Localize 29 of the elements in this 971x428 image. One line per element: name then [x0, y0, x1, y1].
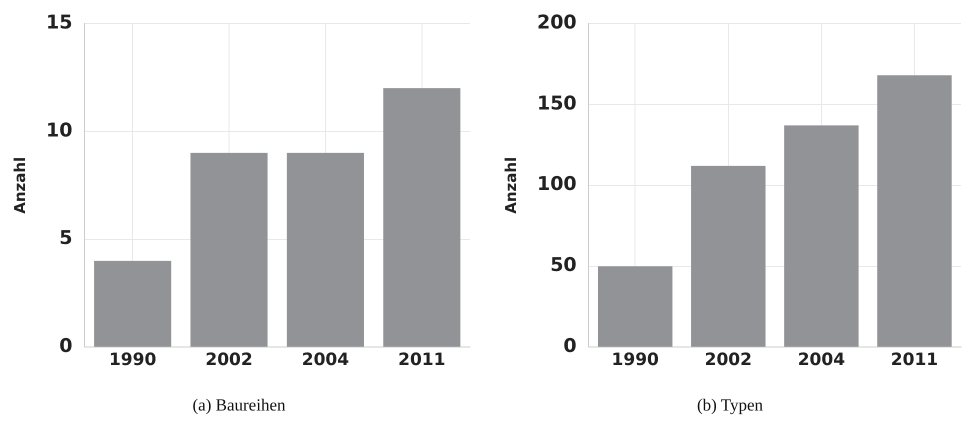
y-axis-title: Anzahl [10, 156, 29, 214]
bar [286, 152, 364, 347]
y-tick-label: 10 [46, 119, 72, 142]
x-tick-label: 2002 [704, 350, 752, 370]
bar [94, 260, 172, 347]
bar [598, 266, 672, 347]
bar [383, 88, 460, 347]
x-tick-label: 2004 [798, 350, 846, 370]
y-tick-label: 50 [550, 254, 577, 276]
bar [190, 152, 268, 347]
y-tick-label: 200 [536, 11, 577, 34]
x-tick-label: 1990 [612, 350, 660, 370]
y-tick-label: 0 [563, 335, 577, 358]
text: (b) Typen [696, 395, 764, 414]
y-tick-label: 5 [59, 227, 72, 250]
x-tick-label: 1990 [108, 350, 156, 370]
y-tick-label: 15 [46, 11, 72, 34]
bar [691, 166, 766, 347]
text: (a) Baureihen [192, 395, 286, 414]
x-tick-label: 2011 [398, 350, 446, 370]
x-tick-label: 2004 [302, 350, 350, 370]
x-tick-label: 2011 [890, 350, 938, 370]
bar [877, 75, 952, 347]
bar [784, 125, 859, 347]
y-tick-label: 150 [536, 92, 577, 114]
y-axis-title: Anzahl [502, 156, 520, 214]
y-tick-label: 0 [59, 335, 72, 358]
y-tick-label: 100 [536, 173, 577, 196]
x-tick-label: 2002 [205, 350, 253, 370]
